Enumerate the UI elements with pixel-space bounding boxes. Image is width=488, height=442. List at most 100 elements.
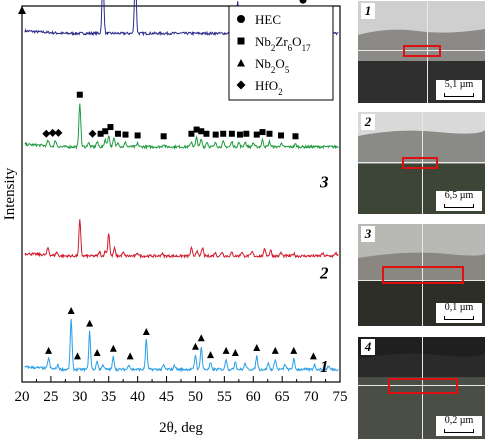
- micrograph-number: 3: [361, 226, 375, 242]
- micrograph-panel-3: 3 0,1 µm: [358, 224, 485, 326]
- x-axis-title: 2θ, deg: [159, 420, 203, 436]
- legend-triangle-marker: [237, 59, 245, 67]
- nb2o5-peak-marker: [290, 346, 298, 354]
- curve-labels: 4321: [319, 64, 329, 376]
- x-tick-label: 35: [101, 389, 116, 405]
- crosshair-horizontal: [358, 162, 485, 163]
- nb2zr6o17-peak-marker: [102, 128, 109, 135]
- crosshair-vertical: [422, 224, 423, 326]
- nb2zr6o17-peak-marker: [259, 129, 266, 136]
- nb2zr6o17-peak-marker: [243, 130, 250, 137]
- scale-label: 5,1 µm: [444, 79, 474, 90]
- crosshair-vertical: [422, 112, 423, 214]
- xrd-chart: 20 25 30 35 40 45 50 55 60 65 70 75 2θ, deg Intensity…: [2, 0, 348, 436]
- scale-bar: [444, 429, 474, 433]
- nb2o5-peak-marker: [86, 319, 94, 327]
- legend-square-marker: [237, 37, 245, 45]
- scale-label: 6,5 µm: [444, 190, 474, 201]
- nb2zr6o17-peak-marker: [193, 126, 200, 133]
- chart-legend: HEC Nb2Zr6O17 Nb2O5 HfO2: [228, 5, 334, 101]
- scale-box: 6,5 µm: [436, 191, 482, 211]
- nb2zr6o17-peak-marker: [212, 131, 219, 138]
- micrograph-image-2: [358, 112, 485, 214]
- crosshair-vertical: [427, 1, 428, 103]
- micrograph-number: 4: [361, 339, 375, 355]
- analysis-region: [388, 378, 458, 394]
- hfo2-peak-marker: [88, 129, 97, 138]
- legend-label: HfO2: [255, 78, 283, 97]
- micrograph-number: 1: [361, 3, 375, 19]
- nb2o5-peak-marker: [67, 307, 75, 314]
- curve-label: 2: [319, 264, 329, 283]
- x-tick-label: 70: [304, 389, 319, 405]
- nb2zr6o17-peak-marker: [236, 131, 243, 138]
- nb2o5-peak-marker: [253, 343, 261, 351]
- xrd-curve-1: [24, 318, 339, 373]
- scale-label: 0,2 µm: [444, 415, 474, 426]
- crosshair-vertical: [422, 337, 423, 439]
- analysis-region: [382, 266, 464, 284]
- nb2zr6o17-peak-marker: [114, 130, 121, 137]
- nb2o5-peak-marker: [191, 342, 199, 350]
- nb2zr6o17-peak-marker: [107, 124, 114, 131]
- scale-box: 5,1 µm: [436, 80, 482, 100]
- chart-axes: 20 25 30 35 40 45 50 55 60 65 70 75 2θ, deg Intensity: [2, 5, 348, 436]
- nb2o5-peak-marker: [74, 352, 82, 360]
- analysis-region: [403, 45, 441, 57]
- x-tick-label: 30: [72, 389, 87, 405]
- nb2zr6o17-peak-marker: [134, 132, 141, 139]
- nb2o5-peak-marker: [206, 351, 214, 359]
- xrd-curve-2: [24, 219, 339, 260]
- nb2zr6o17-peak-marker: [220, 130, 227, 137]
- micrograph-panel-2: 2 6,5 µm: [358, 112, 485, 214]
- nb2o5-peak-marker: [222, 346, 230, 354]
- scale-box: 0,1 µm: [436, 303, 482, 323]
- nb2o5-peak-marker: [231, 349, 239, 356]
- crosshair-horizontal: [358, 280, 485, 281]
- hfo2-peak-marker: [42, 129, 51, 138]
- micrograph-panel-4: 4 0,2 µm: [358, 337, 485, 439]
- nb2zr6o17-peak-marker: [203, 130, 210, 137]
- legend-label: HEC: [255, 12, 281, 27]
- nb2o5-peak-marker: [109, 344, 117, 352]
- curve-label: 1: [320, 357, 329, 376]
- x-tick-label: 20: [15, 389, 30, 405]
- crosshair-horizontal: [358, 385, 485, 386]
- x-tick-label: 45: [159, 389, 174, 405]
- hfo2-peak-marker: [54, 128, 63, 137]
- nb2zr6o17-peak-marker: [278, 132, 285, 139]
- x-tick-label: 55: [217, 389, 232, 405]
- legend-diamond-marker: [236, 80, 246, 90]
- micrograph-number: 2: [361, 114, 375, 130]
- nb2o5-peak-marker: [126, 352, 134, 360]
- x-tick-label: 75: [333, 389, 348, 405]
- y-axis-title: Intensity: [2, 167, 18, 220]
- legend-box: [228, 5, 334, 101]
- curve-label: 3: [319, 172, 329, 191]
- legend-label: Nb2Zr6O17: [255, 34, 311, 53]
- nb2o5-peak-marker: [309, 352, 317, 360]
- nb2o5-peak-marker: [271, 346, 279, 354]
- x-tick-label: 60: [246, 389, 261, 405]
- x-tick-label: 65: [275, 389, 290, 405]
- nb2zr6o17-peak-marker: [122, 131, 129, 138]
- nb2zr6o17-peak-marker: [266, 130, 273, 137]
- nb2zr6o17-peak-marker: [228, 130, 235, 137]
- xrd-curve-3: [24, 103, 339, 150]
- chart-markers: [42, 0, 328, 360]
- scale-box: 0,2 µm: [436, 416, 482, 436]
- legend-label: Nb2O5: [255, 56, 290, 75]
- micrograph-panel-1: 1 5,1 µm: [358, 1, 485, 103]
- hfo2-peak-marker: [48, 128, 57, 137]
- y-axis-arrow: [18, 6, 26, 14]
- nb2o5-peak-marker: [45, 346, 53, 354]
- scale-bar: [444, 316, 474, 320]
- crosshair-horizontal: [358, 50, 485, 51]
- nb2o5-peak-marker: [93, 349, 101, 356]
- nb2o5-peak-marker: [197, 334, 205, 342]
- scale-label: 0,1 µm: [444, 302, 474, 313]
- x-tick-label: 25: [43, 389, 58, 405]
- scale-bar: [444, 204, 474, 208]
- nb2zr6o17-peak-marker: [76, 91, 83, 98]
- nb2zr6o17-peak-marker: [160, 133, 167, 140]
